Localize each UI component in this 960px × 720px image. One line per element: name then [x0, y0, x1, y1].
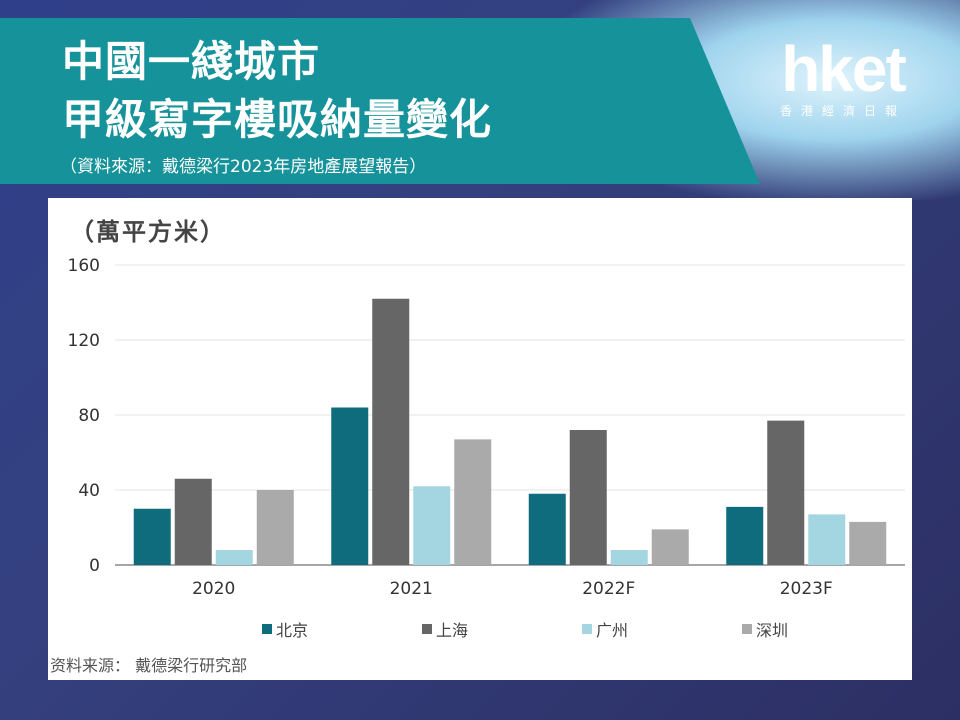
legend-swatch	[422, 624, 432, 634]
legend-label: 广州	[596, 621, 629, 640]
legend-label: 深圳	[756, 621, 789, 640]
y-tick-label: 40	[78, 481, 100, 501]
legend-item-3: 深圳	[742, 617, 788, 641]
legend-label: 上海	[436, 621, 469, 640]
page-title-line1: 中國一綫城市	[62, 37, 321, 86]
bar-上海-2021	[372, 298, 410, 565]
bar-深圳-2021	[454, 439, 492, 565]
y-tick-label: 80	[78, 406, 100, 426]
bar-深圳-2020	[256, 490, 294, 565]
bar-北京-2023F	[726, 506, 764, 565]
y-tick-label: 0	[89, 556, 100, 576]
bar-北京-2022F	[528, 493, 566, 565]
x-tick-label: 2023F	[780, 579, 833, 599]
y-tick-label: 120	[68, 331, 100, 351]
legend-swatch	[742, 624, 752, 634]
y-unit-label: （萬平方米）	[70, 218, 226, 246]
legend-label: 北京	[276, 621, 309, 640]
legend-item-0: 北京	[262, 617, 308, 641]
x-tick-label: 2022F	[582, 579, 635, 599]
bar-北京-2021	[331, 407, 369, 565]
legend-swatch	[262, 624, 272, 634]
bar-广州-2021	[413, 486, 451, 565]
bar-上海-2023F	[767, 420, 805, 565]
bar-深圳-2023F	[849, 521, 887, 565]
x-tick-label: 2021	[390, 579, 433, 599]
legend-swatch	[582, 624, 592, 634]
logo-text: hket	[781, 33, 907, 105]
x-tick-label: 2020	[192, 579, 235, 599]
page-title-line2: 甲級寫字樓吸納量變化	[62, 95, 493, 144]
bar-上海-2020	[174, 478, 212, 565]
bar-广州-2022F	[610, 550, 648, 565]
legend-item-2: 广州	[582, 617, 628, 641]
bar-广州-2020	[215, 550, 253, 565]
title-banner	[0, 18, 760, 184]
bar-深圳-2022F	[651, 529, 689, 565]
bar-北京-2020	[133, 508, 171, 565]
hket-logo: hket 香港經濟日報	[758, 33, 928, 128]
chart-source-note: 资料来源： 戴德梁行研究部	[50, 656, 248, 675]
bar-上海-2022F	[569, 430, 607, 565]
legend-item-1: 上海	[422, 617, 468, 641]
logo-subtext: 香港經濟日報	[779, 104, 906, 118]
bar-广州-2023F	[808, 514, 846, 565]
page-subtitle: （資料來源：戴德梁行2023年房地產展望報告）	[60, 157, 427, 177]
y-tick-label: 160	[68, 256, 100, 276]
